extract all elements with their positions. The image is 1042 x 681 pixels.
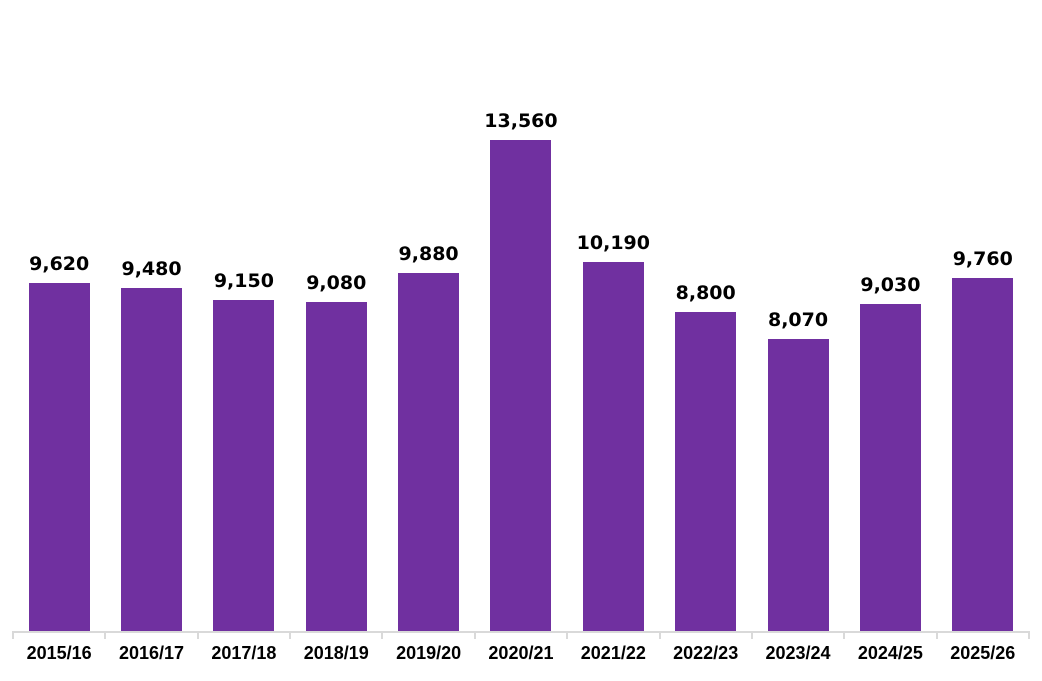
category-label: 2016/17 [118,643,185,663]
x-axis-tick [104,631,107,639]
x-axis-tick [196,631,199,639]
data-label: 9,030 [860,274,921,297]
bar [121,287,183,631]
bar [952,277,1014,631]
bar [213,299,275,631]
category-label: 2024/25 [857,643,923,663]
x-axis-tick [566,631,569,639]
bar [305,302,367,631]
bar [767,338,829,631]
category-label: 2018/19 [303,643,369,663]
x-axis-tick [843,631,846,639]
bar [28,282,90,631]
bar [859,304,921,631]
data-label: 10,190 [576,232,650,255]
category-label: 2021/22 [580,643,646,663]
bar [675,312,737,631]
x-axis-tick [12,631,14,639]
data-label: 9,480 [121,257,182,280]
x-axis-tick [935,631,938,639]
category-label: 2025/26 [950,643,1016,663]
category-label: 2020/21 [488,643,554,663]
category-label: 2022/23 [673,643,739,663]
bar [398,273,460,631]
category-label: 2019/20 [396,643,462,663]
category-label: 2017/18 [211,643,277,663]
x-axis-tick [750,631,753,639]
data-label: 9,150 [213,269,274,292]
category-label: 2015/16 [26,643,92,663]
x-axis-line [13,631,1029,633]
data-label: 9,620 [29,252,90,275]
data-label: 8,800 [675,282,736,305]
data-label: 9,760 [952,247,1013,270]
bar [490,140,552,631]
x-axis-tick [381,631,384,639]
bar [582,262,644,631]
data-label: 9,880 [398,243,459,266]
x-axis-tick [473,631,476,639]
x-axis-tick [658,631,661,639]
category-label: 2023/24 [765,643,831,663]
data-label: 9,080 [306,272,367,295]
data-label: 8,070 [767,308,829,331]
x-axis-tick [1027,631,1030,639]
data-label: 13,560 [484,110,558,132]
x-axis-tick [289,631,292,639]
